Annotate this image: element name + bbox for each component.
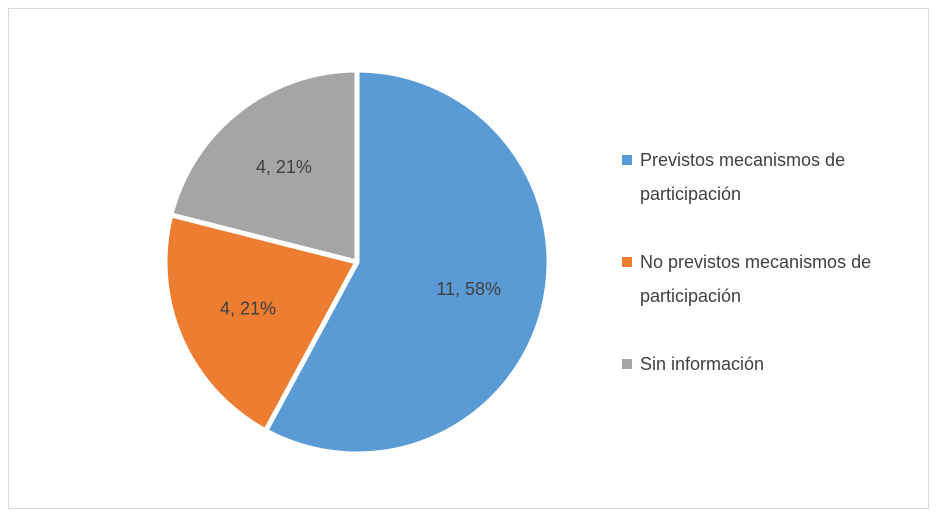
legend-item: Sin información <box>622 347 922 381</box>
legend-swatch <box>622 257 632 267</box>
legend-label: Sin información <box>640 354 765 374</box>
legend-swatch <box>622 155 632 165</box>
legend-label: Previstos mecanismos de participación <box>640 150 846 204</box>
pie-slice <box>263 67 552 457</box>
legend-item: Previstos mecanismos de participación <box>622 143 922 211</box>
pie-slice <box>162 212 360 434</box>
data-label: 4, 21% <box>256 157 312 177</box>
legend-label: No previstos mecanismos de participación <box>640 252 872 306</box>
legend-swatch <box>622 359 632 369</box>
pie-slice <box>168 67 360 265</box>
data-label: 11, 58% <box>436 279 501 299</box>
legend-item: No previstos mecanismos de participación <box>622 245 922 313</box>
chart-border <box>8 8 929 509</box>
legend: Previstos mecanismos de participación No … <box>622 143 922 381</box>
data-label: 4, 21% <box>220 299 276 319</box>
